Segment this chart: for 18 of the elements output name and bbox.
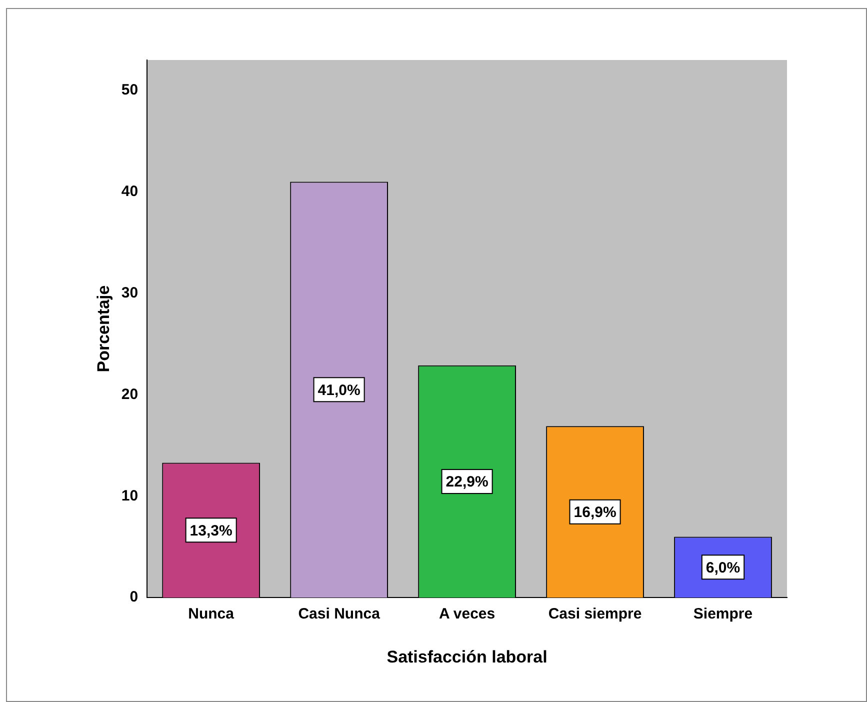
data-label: 41,0%: [318, 382, 360, 399]
x-tick-label: A veces: [438, 606, 496, 623]
data-label: 22,9%: [446, 474, 488, 491]
x-axis-title: Satisfacción laboral: [386, 647, 548, 666]
x-tick-label: Nunca: [188, 606, 235, 623]
y-axis-title: Porcentaje: [94, 285, 113, 372]
y-tick-label: 0: [130, 588, 138, 606]
y-tick-label: 40: [121, 183, 138, 200]
y-tick-label: 50: [121, 82, 138, 99]
x-tick-label: Casi siempre: [548, 606, 642, 623]
y-tick-label: 30: [121, 284, 138, 302]
y-tick-label: 20: [121, 386, 138, 403]
x-tick-label: Siempre: [693, 606, 753, 623]
x-tick-label: Casi Nunca: [298, 606, 381, 623]
data-label: 16,9%: [574, 504, 616, 522]
data-label: 6,0%: [706, 559, 740, 576]
y-tick-label: 10: [121, 487, 138, 504]
data-label: 13,3%: [190, 522, 232, 540]
